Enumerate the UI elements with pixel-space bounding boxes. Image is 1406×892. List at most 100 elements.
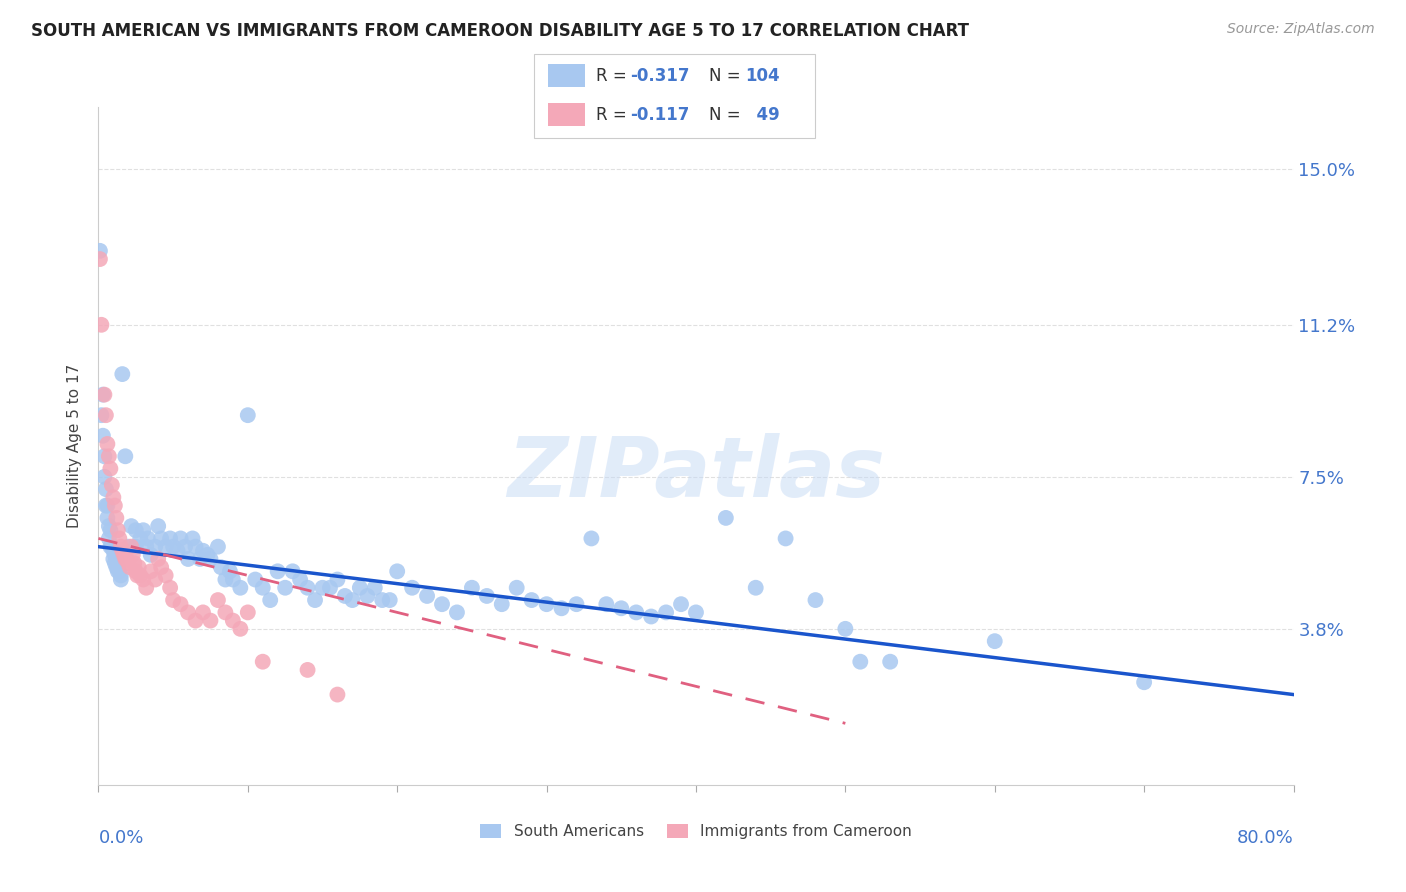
Point [595, 597, 617, 611]
Point [150, 532, 173, 546]
Point [108, 532, 131, 546]
Point [1133, 675, 1156, 690]
Point [105, 560, 128, 574]
Point [834, 622, 856, 636]
Point [520, 593, 543, 607]
Point [181, 532, 204, 546]
Point [166, 543, 188, 558]
Point [115, 552, 138, 566]
Point [159, 532, 181, 546]
Point [105, 552, 128, 566]
Point [94, 482, 117, 496]
Point [371, 593, 394, 607]
Point [114, 450, 136, 464]
FancyBboxPatch shape [534, 54, 815, 138]
Point [108, 564, 131, 578]
Point [714, 511, 737, 525]
Text: ZIPatlas: ZIPatlas [508, 433, 884, 514]
Point [112, 548, 135, 562]
Point [610, 601, 633, 615]
Point [581, 532, 603, 546]
Point [506, 581, 529, 595]
Point [125, 564, 148, 578]
Point [200, 614, 222, 628]
Point [148, 519, 170, 533]
Point [93, 470, 115, 484]
Point [879, 655, 901, 669]
Point [349, 581, 371, 595]
Point [110, 573, 132, 587]
Point [356, 589, 378, 603]
Point [101, 540, 124, 554]
Point [174, 540, 197, 554]
Point [416, 589, 439, 603]
Point [274, 581, 297, 595]
Point [304, 593, 326, 607]
Point [640, 609, 662, 624]
Point [169, 597, 191, 611]
Point [461, 581, 484, 595]
Point [219, 564, 242, 578]
Text: -0.317: -0.317 [630, 67, 689, 85]
Point [90, 318, 112, 332]
Point [446, 606, 468, 620]
Point [252, 581, 274, 595]
Point [104, 548, 127, 562]
Point [984, 634, 1007, 648]
Point [97, 532, 120, 546]
Point [139, 548, 162, 562]
Point [139, 564, 162, 578]
Point [120, 519, 142, 533]
Point [96, 511, 118, 525]
Text: R =: R = [596, 105, 633, 123]
Point [804, 593, 827, 607]
Point [236, 606, 259, 620]
Text: N =: N = [709, 105, 745, 123]
Point [169, 532, 191, 546]
Point [259, 593, 281, 607]
Point [96, 499, 118, 513]
Point [430, 597, 453, 611]
Text: SOUTH AMERICAN VS IMMIGRANTS FROM CAMEROON DISABILITY AGE 5 TO 17 CORRELATION CH: SOUTH AMERICAN VS IMMIGRANTS FROM CAMERO… [31, 22, 969, 40]
Point [550, 601, 572, 615]
Point [267, 564, 290, 578]
Text: 0.0%: 0.0% [98, 829, 143, 847]
Point [104, 499, 127, 513]
Point [222, 614, 245, 628]
Point [98, 461, 122, 475]
Point [89, 244, 111, 258]
Point [245, 573, 267, 587]
Point [849, 655, 872, 669]
Point [103, 491, 125, 505]
Point [90, 408, 112, 422]
Point [124, 556, 146, 570]
Point [104, 556, 127, 570]
Point [107, 560, 129, 574]
Point [475, 589, 498, 603]
Point [128, 560, 150, 574]
Point [685, 606, 707, 620]
Point [311, 581, 333, 595]
Point [107, 523, 129, 537]
Point [491, 597, 513, 611]
Point [132, 573, 155, 587]
Point [110, 568, 132, 582]
Point [626, 606, 648, 620]
Point [669, 597, 692, 611]
Point [143, 573, 166, 587]
Point [214, 606, 236, 620]
Point [333, 589, 356, 603]
Point [342, 593, 364, 607]
Point [110, 540, 132, 554]
Point [105, 511, 128, 525]
Point [89, 252, 111, 266]
Text: R =: R = [596, 67, 633, 85]
Point [103, 552, 125, 566]
Point [93, 450, 115, 464]
Text: -0.117: -0.117 [630, 105, 689, 123]
Point [655, 606, 678, 620]
Point [132, 523, 155, 537]
Text: 104: 104 [745, 67, 780, 85]
Text: 80.0%: 80.0% [1237, 829, 1294, 847]
Point [94, 499, 117, 513]
